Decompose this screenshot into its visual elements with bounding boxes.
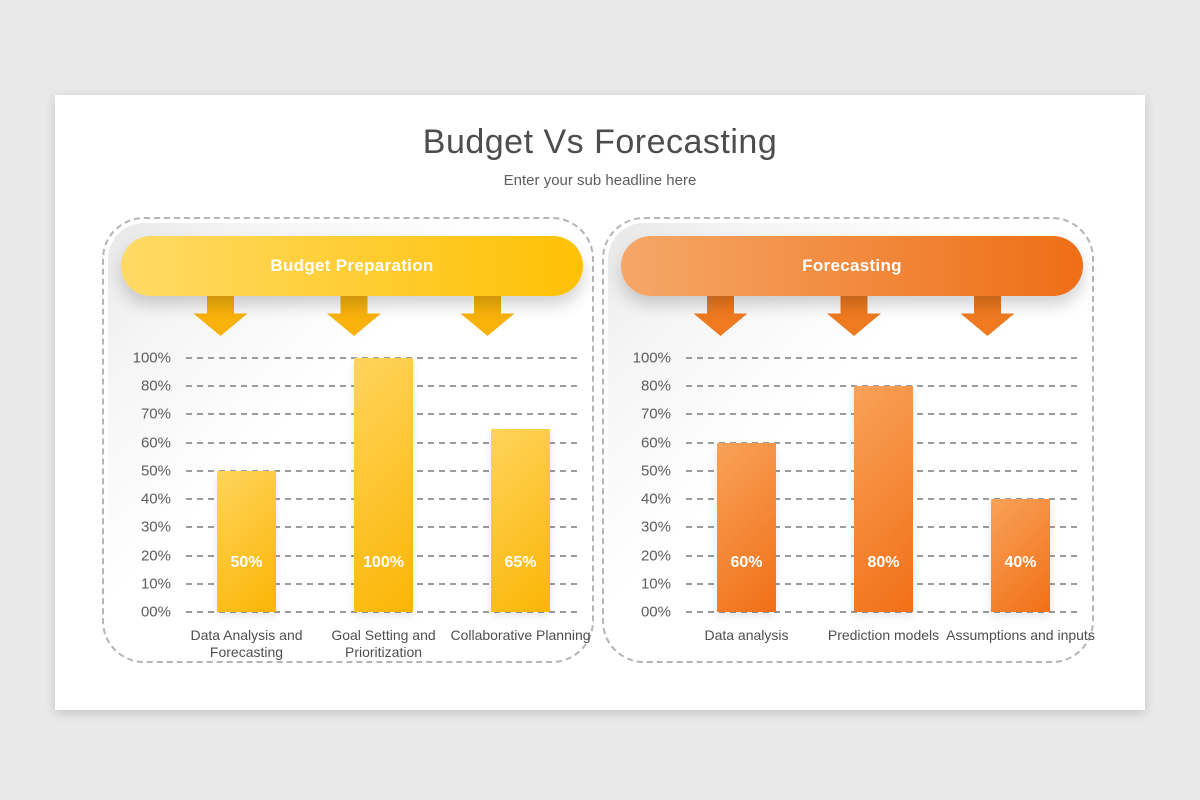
y-axis-tick-label: 100% (632, 349, 671, 367)
category-label: Data analysis (704, 627, 789, 643)
slide-header: Budget Vs Forecasting Enter your sub hea… (55, 95, 1145, 189)
y-axis-tick-label: 00% (140, 603, 171, 621)
category-label: Data Analysis and Forecasting (190, 627, 303, 660)
down-arrow-icon (827, 295, 881, 336)
slide-subtitle: Enter your sub headline here (503, 172, 697, 189)
y-axis-tick-label: 50% (140, 462, 171, 480)
panel-header-pill: Budget Preparation (121, 236, 583, 296)
y-axis-tick-label: 10% (640, 575, 671, 593)
bar-value-label: 60% (730, 554, 763, 571)
bar: 65% (491, 428, 550, 612)
bar-value-label: 100% (363, 554, 404, 571)
panel-inner-card: Forecasting 100% 80% 70% 60% 50% 40% 30% 20% 10% 0… (608, 223, 1095, 657)
slide-canvas: Budget Vs Forecasting Enter your sub hea… (55, 95, 1145, 710)
category-label: Assumptions and inputs (946, 627, 1095, 643)
y-axis-tick-label: 60% (140, 434, 171, 452)
y-axis-tick-label: 40% (140, 490, 171, 508)
y-axis-tick-label: 10% (140, 575, 171, 593)
bar: 60% (717, 442, 776, 612)
plot-area: 50% Data Analysis and Forecasting 100% Goal… (186, 357, 591, 660)
down-arrow-icon (693, 295, 748, 336)
down-arrow-icon (327, 295, 381, 336)
y-axis-tick-label: 70% (640, 405, 671, 423)
y-axis-tick-label: 20% (140, 547, 171, 565)
y-axis-tick-label: 60% (640, 434, 671, 452)
bar-value-label: 80% (867, 554, 900, 571)
gridline (686, 611, 1078, 613)
y-axis-tick-label: 100% (132, 349, 171, 367)
y-axis: 100% 80% 70% 60% 50% 40% 30% 20% 10% 00% (108, 350, 171, 621)
panel-budget-preparation: Budget Preparation 100% 80% 70% 60% 50% 40% 30%… (102, 217, 594, 663)
y-axis-tick-label: 50% (640, 462, 671, 480)
down-arrow-icon (193, 295, 248, 336)
bar-value-label: 50% (230, 554, 263, 571)
category-label: Collaborative Planning (450, 627, 591, 643)
bar-value-label: 65% (504, 554, 537, 571)
bar: 100% (354, 358, 413, 612)
bar-chart: 100% 80% 70% 60% 50% 40% 30% 20% 10% 00% 50% Data A… (108, 350, 591, 661)
gridline (686, 357, 1078, 359)
y-axis: 100% 80% 70% 60% 50% 40% 30% 20% 10% 00% (608, 350, 671, 621)
panel-inner-card: Budget Preparation 100% 80% 70% 60% 50% 40% 30%… (108, 223, 591, 661)
gridline (686, 385, 1078, 388)
down-arrow-icon (960, 295, 1015, 336)
bar: 40% (991, 499, 1050, 612)
bar: 50% (217, 470, 276, 612)
y-axis-tick-label: 80% (140, 377, 171, 395)
panel-title: Forecasting (802, 256, 902, 275)
y-axis-tick-label: 30% (140, 518, 171, 536)
panel-title: Budget Preparation (270, 256, 434, 275)
y-axis-tick-label: 70% (140, 405, 171, 423)
plot-area: 60% Data analysis 80% Prediction models 40% A… (686, 357, 1095, 643)
gridline (186, 611, 578, 613)
y-axis-tick-label: 20% (640, 547, 671, 565)
category-label: Prediction models (827, 627, 940, 643)
down-arrow-icon (460, 295, 515, 336)
bar-chart: 100% 80% 70% 60% 50% 40% 30% 20% 10% 00% 60% Data a… (608, 350, 1095, 644)
y-axis-tick-label: 80% (640, 377, 671, 395)
slide-title: Budget Vs Forecasting (422, 123, 778, 161)
panel-forecasting: Forecasting 100% 80% 70% 60% 50% 40% 30% 20% 10% 0… (602, 217, 1095, 663)
y-axis-tick-label: 30% (640, 518, 671, 536)
category-label: Goal Setting and Prioritization (331, 627, 436, 660)
y-axis-tick-label: 40% (640, 490, 671, 508)
bar: 80% (854, 386, 913, 612)
bar-value-label: 40% (1004, 554, 1037, 571)
panel-header-pill: Forecasting (621, 236, 1083, 296)
y-axis-tick-label: 00% (640, 603, 671, 621)
